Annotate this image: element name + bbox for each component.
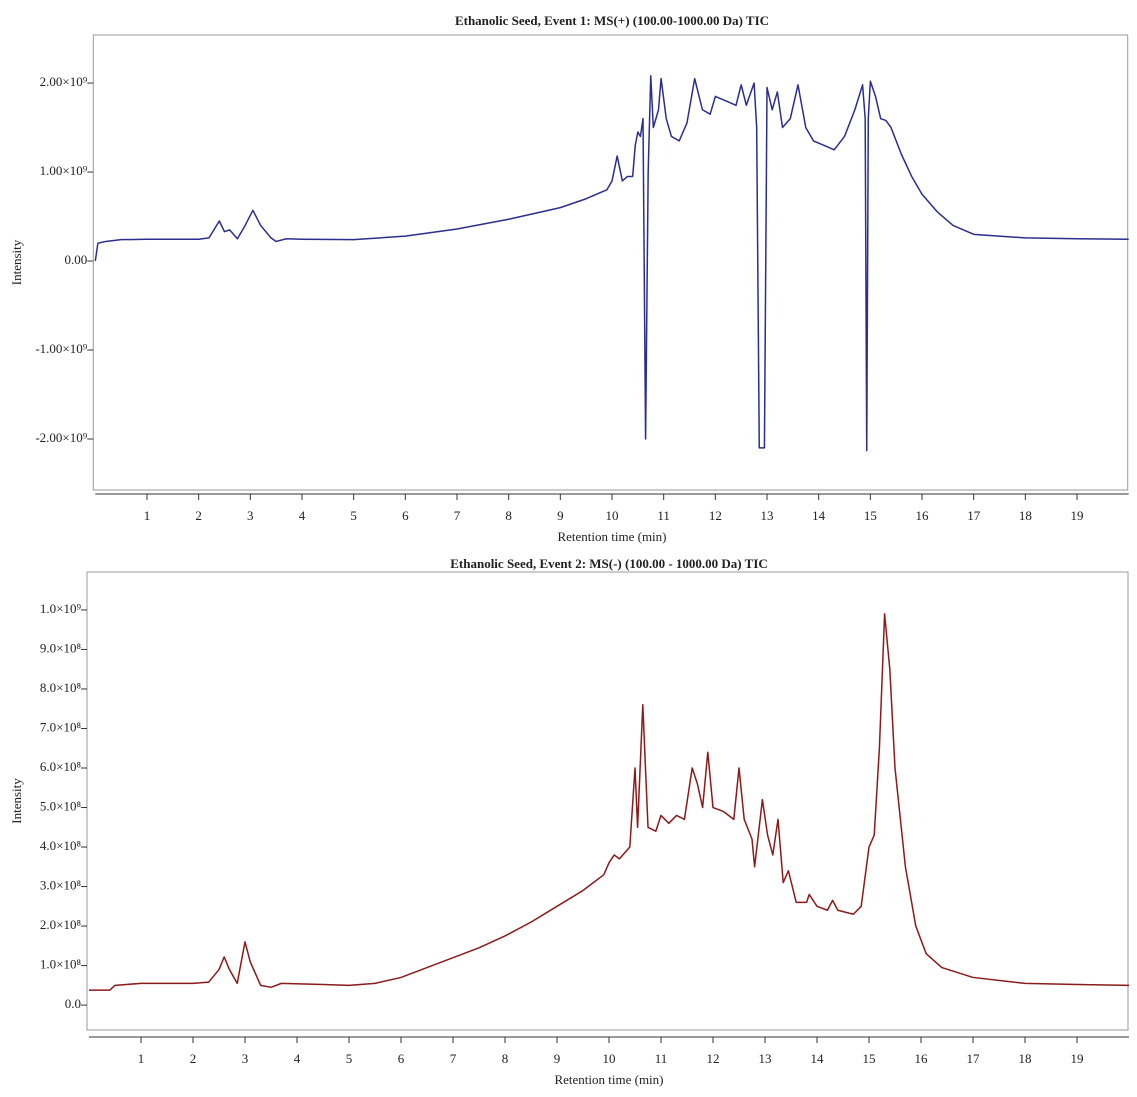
x-tick-label: 4 bbox=[299, 508, 306, 523]
x-tick-label: 11 bbox=[657, 508, 670, 523]
chart-title: Ethanolic Seed, Event 2: MS(-) (100.00 -… bbox=[450, 556, 768, 571]
x-tick-label: 8 bbox=[505, 508, 512, 523]
x-axis-label: Retention time (min) bbox=[557, 529, 666, 544]
x-axis-label: Retention time (min) bbox=[554, 1072, 663, 1087]
x-tick-label: 4 bbox=[294, 1051, 301, 1066]
y-tick-label: 9.0×10⁸ bbox=[40, 640, 82, 655]
x-tick-label: 14 bbox=[812, 508, 826, 523]
x-tick-label: 14 bbox=[811, 1051, 825, 1066]
x-tick-label: 11 bbox=[655, 1051, 668, 1066]
x-tick-label: 1 bbox=[138, 1051, 145, 1066]
y-tick-label: 0.0 bbox=[65, 996, 81, 1011]
x-tick-label: 17 bbox=[967, 508, 981, 523]
x-tick-label: 19 bbox=[1071, 1051, 1084, 1066]
x-tick-label: 13 bbox=[761, 508, 774, 523]
y-tick-label: 6.0×10⁸ bbox=[40, 759, 82, 774]
x-tick-label: 8 bbox=[502, 1051, 509, 1066]
y-tick-label: 4.0×10⁸ bbox=[40, 838, 82, 853]
chart-title: Ethanolic Seed, Event 1: MS(+) (100.00-1… bbox=[455, 13, 769, 28]
x-tick-label: 12 bbox=[709, 508, 722, 523]
y-tick-label: 7.0×10⁸ bbox=[40, 719, 82, 734]
x-tick-label: 13 bbox=[759, 1051, 772, 1066]
plot-frame bbox=[86, 571, 1129, 1031]
y-tick-label: 2.0×10⁸ bbox=[40, 917, 82, 932]
x-tick-label: 7 bbox=[450, 1051, 457, 1066]
y-tick-label: 8.0×10⁸ bbox=[40, 680, 82, 695]
y-axis-label: Intensity bbox=[9, 239, 24, 285]
x-tick-label: 3 bbox=[242, 1051, 249, 1066]
y-tick-label: 5.0×10⁸ bbox=[40, 799, 82, 814]
x-tick-label: 6 bbox=[398, 1051, 405, 1066]
x-tick-label: 1 bbox=[144, 508, 151, 523]
x-tick-label: 5 bbox=[346, 1051, 353, 1066]
x-tick-label: 3 bbox=[247, 508, 254, 523]
x-tick-label: 18 bbox=[1019, 1051, 1032, 1066]
trace bbox=[94, 75, 1129, 452]
x-tick-label: 15 bbox=[864, 508, 877, 523]
plot-frame bbox=[92, 34, 1129, 491]
x-tick-label: 2 bbox=[190, 1051, 197, 1066]
y-tick-label: 1.0×10⁸ bbox=[40, 957, 82, 972]
y-tick-label: 1.00×10⁹ bbox=[40, 163, 88, 178]
y-tick-label: 1.0×10⁹ bbox=[40, 601, 82, 616]
x-tick-label: 10 bbox=[603, 1051, 616, 1066]
x-tick-label: 6 bbox=[402, 508, 409, 523]
x-tick-label: 18 bbox=[1019, 508, 1032, 523]
x-tick-label: 9 bbox=[557, 508, 564, 523]
x-tick-label: 5 bbox=[350, 508, 357, 523]
y-tick-label: 0.00 bbox=[65, 252, 88, 267]
y-tick-label: 2.00×10⁹ bbox=[40, 74, 88, 89]
y-tick-label: 3.0×10⁸ bbox=[40, 878, 82, 893]
x-tick-label: 7 bbox=[454, 508, 461, 523]
x-tick-label: 12 bbox=[707, 1051, 720, 1066]
x-tick-label: 9 bbox=[554, 1051, 561, 1066]
x-tick-label: 16 bbox=[916, 508, 930, 523]
y-tick-label: -2.00×10⁹ bbox=[35, 430, 87, 445]
x-tick-label: 19 bbox=[1071, 508, 1084, 523]
x-tick-label: 15 bbox=[863, 1051, 876, 1066]
x-tick-label: 10 bbox=[606, 508, 619, 523]
x-tick-label: 16 bbox=[915, 1051, 929, 1066]
x-tick-label: 17 bbox=[967, 1051, 981, 1066]
x-tick-label: 2 bbox=[195, 508, 202, 523]
y-axis-label: Intensity bbox=[9, 778, 24, 824]
y-tick-label: -1.00×10⁹ bbox=[35, 341, 87, 356]
trace bbox=[89, 613, 1130, 991]
